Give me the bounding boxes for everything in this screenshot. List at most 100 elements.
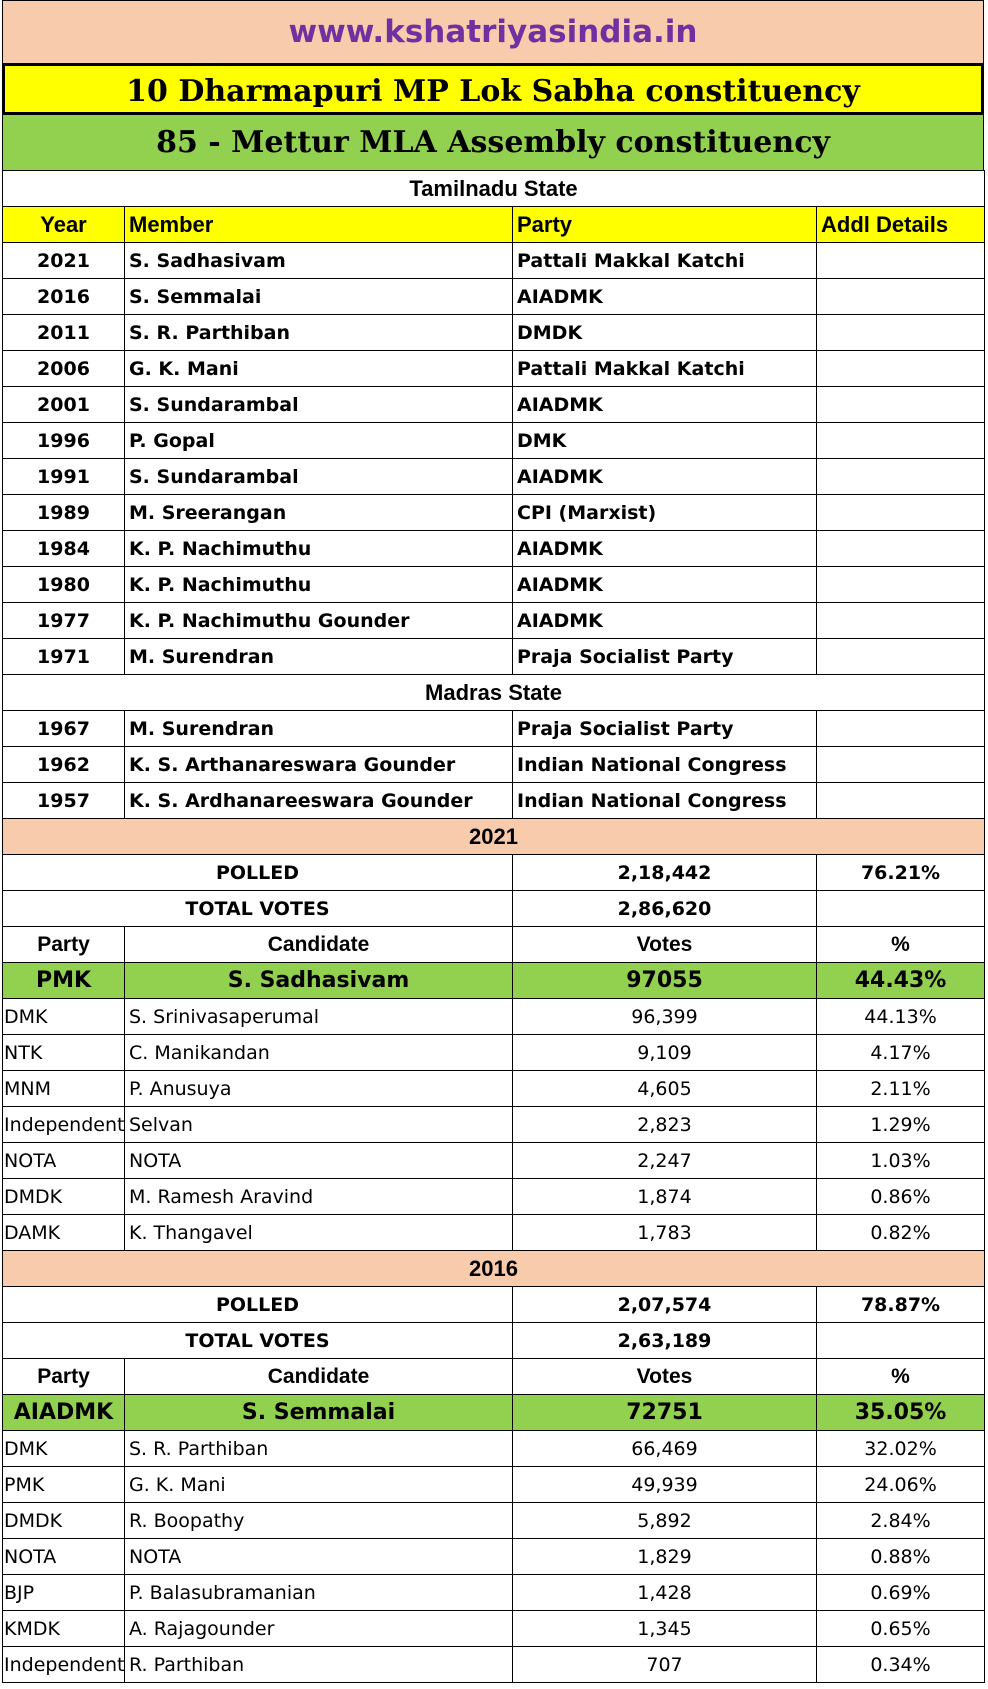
member: M. Sreerangan [124, 494, 513, 531]
addl-details [815, 314, 986, 351]
member: S. Sadhasivam [124, 242, 513, 279]
party: Indian National Congress [512, 782, 817, 819]
result-header: Party Candidate Votes% [2, 926, 986, 963]
result-header: Party Candidate Votes% [2, 1358, 986, 1395]
website: www.kshatriyasindia.in [2, 0, 984, 63]
votes: 707 [512, 1646, 817, 1683]
candidate: S. R. Parthiban [124, 1430, 513, 1467]
polled-row: POLLED 2,07,574 78.87% [2, 1286, 986, 1323]
addl-details [815, 530, 986, 567]
result-year: 2016 [1, 1250, 986, 1287]
member: K. P. Nachimuthu Gounder [124, 602, 513, 639]
party: Pattali Makkal Katchi [512, 242, 817, 279]
polled-label: POLLED [2, 854, 513, 891]
party: DMK [512, 422, 817, 459]
member-row: 1962 K. S. Arthanareswara Gounder Indian N… [2, 746, 986, 783]
member-row: 1977 K. P. Nachimuthu Gounder AIADMK [2, 602, 986, 639]
candidate-row: KMDK A. Rajagounder 1,345 0.65% [2, 1610, 986, 1647]
addl-details [815, 602, 986, 639]
addl-details [815, 386, 986, 423]
assembly-title: 85 - Mettur MLA Assembly constituency [2, 115, 984, 170]
party: BJP [2, 1574, 125, 1611]
votes: 49,939 [512, 1466, 817, 1503]
data-table: Tamilnadu State Year Member Party Addl Detai… [1, 170, 986, 1683]
member-row: 2021 S. Sadhasivam Pattali Makkal Katchi [2, 242, 986, 279]
polled-row: POLLED 2,18,442 76.21% [2, 854, 986, 891]
member: S. Sundarambal [124, 458, 513, 495]
column-header-cell: Addl Details [815, 206, 986, 243]
party: Praja Socialist Party [512, 710, 817, 747]
percent: 1.03% [815, 1142, 986, 1179]
year: 1980 [2, 566, 125, 603]
party: Indian National Congress [512, 746, 817, 783]
member-row: 1991 S. Sundarambal AIADMK [2, 458, 986, 495]
party: DAMK [2, 1214, 125, 1251]
candidate-row: NOTA NOTA 1,829 0.88% [2, 1538, 986, 1575]
votes: 9,109 [512, 1034, 817, 1071]
year: 2011 [2, 314, 125, 351]
party: DMDK [2, 1178, 125, 1215]
year: 1989 [2, 494, 125, 531]
candidate-row: DMDK R. Boopathy 5,892 2.84% [2, 1502, 986, 1539]
percent: 35.05% [815, 1394, 986, 1431]
party: NOTA [2, 1538, 125, 1575]
member: S. Semmalai [124, 278, 513, 315]
votes: 1,783 [512, 1214, 817, 1251]
candidate-row: BJP P. Balasubramanian 1,428 0.69% [2, 1574, 986, 1611]
result-header-cell: Votes [512, 1358, 817, 1395]
total-votes: 2,63,189 [512, 1322, 817, 1359]
addl-details [815, 746, 986, 783]
votes: 5,892 [512, 1502, 817, 1539]
party: NOTA [2, 1142, 125, 1179]
addl-details [815, 638, 986, 675]
votes: 1,874 [512, 1178, 817, 1215]
candidate-row: DMK S. Srinivasaperumal 96,399 44.13% [2, 998, 986, 1035]
candidate: K. Thangavel [124, 1214, 513, 1251]
lok-sabha-title: 10 Dharmapuri MP Lok Sabha constituency [2, 63, 984, 115]
member: K. P. Nachimuthu [124, 566, 513, 603]
candidate: A. Rajagounder [124, 1610, 513, 1647]
party: DMK [2, 1430, 125, 1467]
candidate-row: PMK G. K. Mani 49,939 24.06% [2, 1466, 986, 1503]
table-body: Tamilnadu State Year Member Party Addl Detai… [1, 170, 986, 1683]
percent: 44.43% [815, 962, 986, 999]
member-row: 2016 S. Semmalai AIADMK [2, 278, 986, 315]
addl-details [815, 350, 986, 387]
candidate: M. Ramesh Aravind [124, 1178, 513, 1215]
section-title: Tamilnadu State [1, 170, 986, 207]
winner-row: AIADMK S. Semmalai 72751 35.05% [2, 1394, 986, 1431]
candidate: NOTA [124, 1142, 513, 1179]
member: M. Surendran [124, 638, 513, 675]
percent: 0.88% [815, 1538, 986, 1575]
votes: 97055 [512, 962, 817, 999]
party: AIADMK [512, 278, 817, 315]
percent: 1.29% [815, 1106, 986, 1143]
year: 2021 [2, 242, 125, 279]
result-year: 2021 [1, 818, 986, 855]
result-header-cell: Candidate [124, 926, 513, 963]
votes: 2,823 [512, 1106, 817, 1143]
year: 1977 [2, 602, 125, 639]
percent: 0.69% [815, 1574, 986, 1611]
candidate-row: DAMK K. Thangavel 1,783 0.82% [2, 1214, 986, 1251]
percent: 0.82% [815, 1214, 986, 1251]
result-header-cell: Votes [512, 926, 817, 963]
member: P. Gopal [124, 422, 513, 459]
member-row: 1980 K. P. Nachimuthu AIADMK [2, 566, 986, 603]
votes: 66,469 [512, 1430, 817, 1467]
section-title: Tamilnadu State [1, 170, 986, 207]
result-header-cell: % [815, 926, 986, 963]
candidate: NOTA [124, 1538, 513, 1575]
member-row: 1996 P. Gopal DMK [2, 422, 986, 459]
section-title: Madras State [1, 674, 986, 711]
member-row: 1971 M. Surendran Praja Socialist Party [2, 638, 986, 675]
year: 1962 [2, 746, 125, 783]
votes: 96,399 [512, 998, 817, 1035]
member: S. R. Parthiban [124, 314, 513, 351]
party: PMK [2, 962, 125, 999]
addl-details [815, 566, 986, 603]
member-row: 2006 G. K. Mani Pattali Makkal Katchi [2, 350, 986, 387]
result-year: 2016 [1, 1250, 986, 1287]
total-row: TOTAL VOTES 2,63,189 [2, 1322, 986, 1359]
